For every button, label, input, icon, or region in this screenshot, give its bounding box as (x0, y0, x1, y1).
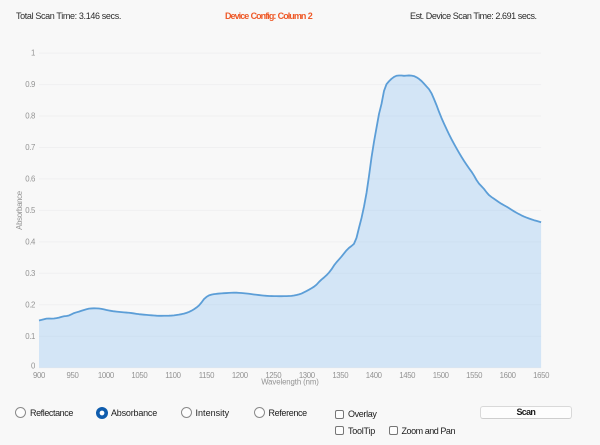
svg-text:1350: 1350 (332, 371, 349, 380)
svg-text:0.5: 0.5 (25, 206, 36, 215)
svg-text:950: 950 (67, 371, 80, 380)
svg-text:0.3: 0.3 (25, 269, 35, 278)
svg-text:1250: 1250 (265, 371, 282, 380)
svg-text:1650: 1650 (533, 371, 550, 380)
svg-text:1300: 1300 (299, 371, 316, 380)
svg-text:Absorbance: Absorbance (15, 191, 24, 230)
svg-text:0.4: 0.4 (25, 238, 36, 247)
svg-text:1: 1 (31, 49, 35, 58)
svg-text:1050: 1050 (131, 371, 148, 380)
svg-text:900: 900 (33, 371, 46, 380)
svg-text:0.1: 0.1 (25, 332, 35, 341)
svg-text:0.7: 0.7 (25, 143, 35, 152)
svg-text:1400: 1400 (366, 371, 383, 380)
svg-text:1000: 1000 (98, 371, 115, 380)
svg-text:0.9: 0.9 (25, 80, 35, 89)
svg-text:1100: 1100 (165, 371, 181, 380)
svg-text:1550: 1550 (466, 371, 483, 380)
svg-text:Wavelength (nm): Wavelength (nm) (261, 378, 319, 387)
svg-text:1200: 1200 (232, 371, 249, 380)
svg-text:1500: 1500 (433, 371, 450, 380)
svg-text:1150: 1150 (199, 371, 215, 380)
svg-text:1600: 1600 (500, 371, 517, 380)
svg-text:0: 0 (31, 362, 36, 371)
svg-text:1450: 1450 (399, 371, 416, 380)
svg-text:0.2: 0.2 (25, 300, 35, 309)
svg-text:0.8: 0.8 (25, 112, 35, 121)
svg-text:0.6: 0.6 (25, 175, 35, 184)
